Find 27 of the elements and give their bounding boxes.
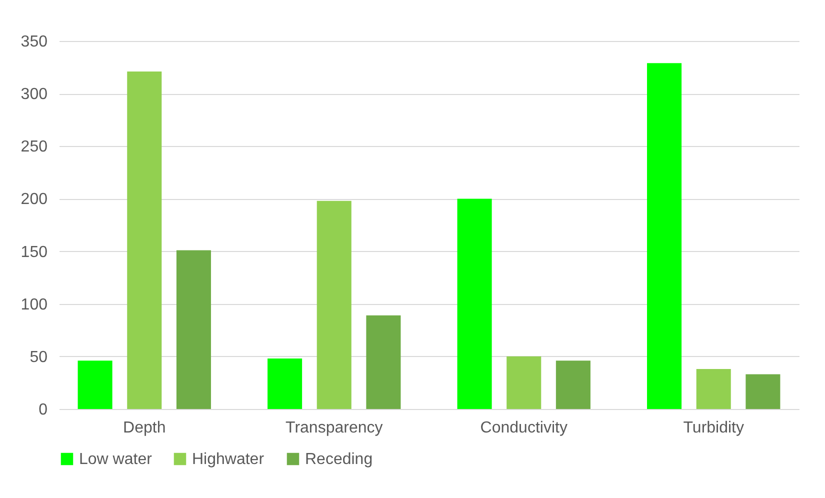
x-tick-label: Conductivity <box>480 420 568 436</box>
bar <box>506 356 542 409</box>
bar <box>647 63 682 409</box>
bar <box>316 200 352 409</box>
x-tick-label: Turbidity <box>683 420 744 436</box>
legend-label: Highwater <box>192 451 265 468</box>
y-tick-label: 150 <box>20 244 48 261</box>
x-tick-label: Transparency <box>286 420 383 436</box>
y-tick-label: 50 <box>30 348 48 366</box>
y-tick-label: 200 <box>20 191 48 208</box>
y-tick-label: 100 <box>20 296 48 314</box>
y-tick-label: 300 <box>20 86 48 104</box>
bar <box>556 360 590 409</box>
bar <box>268 358 302 409</box>
x-tick-label: Depth <box>123 420 166 436</box>
bar <box>78 360 112 409</box>
bar <box>366 315 401 409</box>
bar <box>127 71 162 409</box>
bar <box>176 250 211 409</box>
y-tick-label: 0 <box>38 402 48 418</box>
bar <box>457 198 492 409</box>
legend-label: Low water <box>79 451 153 468</box>
y-tick-label: 250 <box>20 138 48 156</box>
legend-label: Receding <box>305 451 373 468</box>
bar <box>696 369 731 409</box>
bar <box>746 374 780 409</box>
y-tick-label: 350 <box>20 34 48 50</box>
